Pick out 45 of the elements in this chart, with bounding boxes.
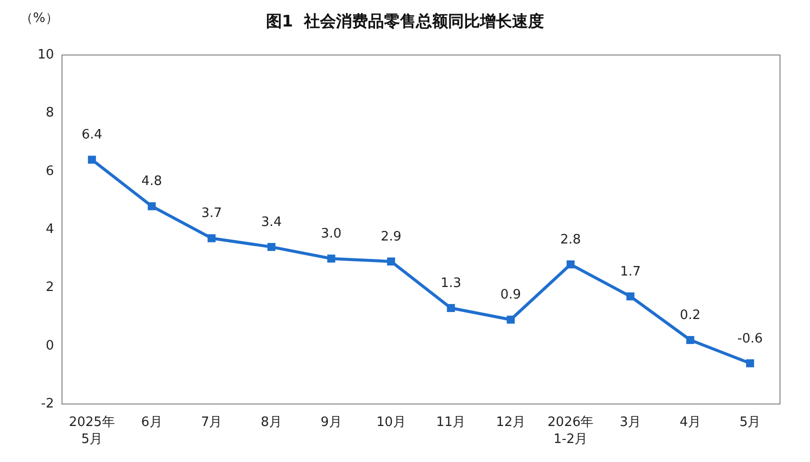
- point: [208, 234, 216, 242]
- data-label: 1.7: [620, 264, 641, 280]
- x-tick-label: 8月: [260, 415, 282, 430]
- point: [267, 242, 276, 251]
- x-tick-label: 6月: [141, 415, 162, 430]
- data-label: 0.9: [500, 288, 522, 303]
- point: [566, 260, 575, 268]
- x-tick-label: 2025年 5月: [68, 415, 115, 447]
- y-tick-label: 4: [46, 222, 54, 237]
- x-tick-label: 5月: [739, 415, 761, 430]
- data-label: 3.7: [201, 206, 222, 222]
- data-label: 3.0: [320, 226, 342, 242]
- x-tick-label: 7月: [200, 415, 222, 430]
- x-tick-label: 9月: [320, 415, 342, 430]
- y-tick-label: -2: [41, 396, 54, 412]
- data-label: 6.4: [82, 128, 102, 143]
- data-label: -0.6: [737, 331, 763, 346]
- data-label: 4.8: [141, 174, 162, 190]
- data-label: 2.8: [560, 232, 581, 248]
- chart-title: 图1 社会消费品零售总额同比增长速度: [266, 12, 544, 30]
- x-tick-label: 11月: [436, 415, 466, 430]
- data-label: 2.9: [380, 229, 402, 244]
- point: [746, 359, 754, 368]
- y-tick-label: 2: [46, 280, 54, 296]
- point: [686, 336, 694, 344]
- x-tick-label: 12月: [496, 415, 526, 430]
- y-tick-label: 0: [46, 338, 54, 354]
- data-label: 3.4: [261, 214, 282, 230]
- x-tick-label: 4月: [680, 415, 701, 430]
- point: [327, 254, 336, 263]
- point: [148, 202, 156, 210]
- point: [387, 257, 396, 266]
- data-label: 1.3: [440, 276, 462, 292]
- y-axis-title: （%）: [20, 11, 58, 26]
- data-label: 0.2: [680, 308, 701, 324]
- x-tick-label: 3月: [620, 415, 642, 430]
- point: [626, 292, 634, 300]
- y-tick-label: 8: [46, 106, 54, 121]
- point: [446, 304, 455, 312]
- point: [506, 316, 515, 324]
- y-tick-label: 6: [46, 164, 54, 179]
- x-tick-label: 10月: [376, 415, 406, 430]
- y-tick-label: 10: [37, 48, 54, 62]
- point: [88, 156, 96, 164]
- x-tick-label: 2026年 1-2月: [548, 415, 594, 447]
